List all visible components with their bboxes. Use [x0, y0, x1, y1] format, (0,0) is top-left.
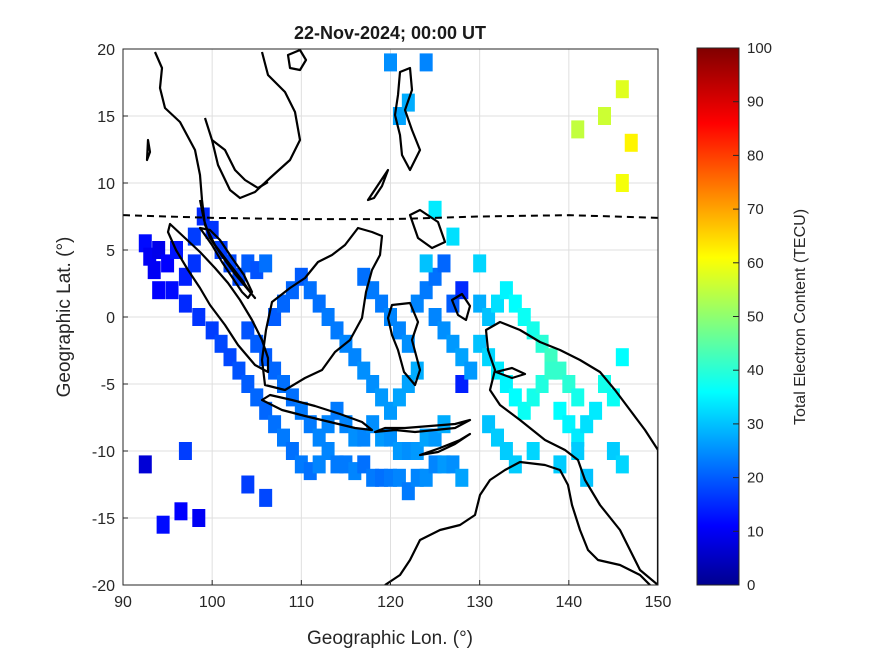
tec-cell: [138, 455, 152, 474]
tec-cell: [589, 401, 603, 420]
tec-cell: [571, 120, 585, 139]
tec-cell: [410, 361, 424, 380]
colorbar-ticks: 0 10 20 30 40 50 60 70 80 90 100: [733, 40, 772, 594]
tec-cell: [192, 509, 206, 527]
island-java: [260, 393, 374, 432]
y-tick-label: -15: [92, 511, 115, 528]
tec-cell: [455, 281, 469, 300]
y-tick-label: 15: [97, 109, 115, 126]
tec-cell: [615, 80, 629, 99]
y-axis-ticks: -20 -15 -10 -5 0 5 10 15 20: [92, 42, 128, 595]
tec-cell: [446, 227, 460, 246]
y-tick-label: 0: [106, 310, 115, 327]
y-tick-label: 5: [106, 243, 115, 260]
colorbar-tick-label: 20: [747, 470, 764, 487]
island-seram: [494, 366, 527, 380]
colorbar-tick-label: 0: [747, 577, 755, 594]
y-tick-label: 20: [97, 42, 115, 59]
coast-myanmar-thailand: [153, 51, 257, 300]
tec-cell: [615, 348, 629, 367]
tec-cell: [165, 281, 179, 300]
colorbar-tick-label: 60: [747, 255, 764, 272]
colorbar-tick-label: 100: [747, 40, 772, 57]
coast-cambodia: [211, 139, 269, 190]
tec-cell: [624, 133, 638, 152]
island-hainan: [286, 49, 308, 72]
x-axis-label: Geographic Lon. (°): [307, 628, 473, 649]
tec-cell: [259, 488, 273, 507]
tec-cell: [455, 468, 469, 487]
tec-cell: [241, 475, 255, 494]
island-andaman: [145, 138, 152, 162]
colorbar-tick-label: 90: [747, 94, 764, 111]
tec-cell: [384, 53, 397, 72]
island-malay: [198, 226, 254, 300]
y-tick-label: -20: [92, 578, 115, 595]
island-sulawesi: [386, 301, 422, 387]
y-tick-label: -5: [101, 377, 115, 394]
x-tick-label: 150: [645, 594, 672, 611]
tec-cell: [615, 455, 629, 474]
chart-title: 22-Nov-2024; 00:00 UT: [294, 23, 486, 43]
y-axis-label: Geographic Lat. (°): [54, 237, 75, 398]
x-tick-label: 90: [114, 594, 132, 611]
colorbar: [696, 47, 740, 586]
colorbar-tick-label: 30: [747, 416, 764, 433]
tec-cell: [464, 361, 478, 380]
tec-cell: [526, 442, 540, 460]
tec-cell: [178, 294, 192, 313]
tec-cell: [259, 254, 273, 273]
island-philippines: [393, 66, 422, 172]
colorbar-tick-label: 40: [747, 362, 764, 379]
tec-cell: [606, 388, 620, 407]
x-tick-label: 100: [199, 594, 226, 611]
x-tick-label: 120: [377, 594, 404, 611]
coast-indochina: [203, 51, 302, 200]
x-tick-label: 110: [289, 594, 315, 611]
island-palawan: [366, 168, 390, 202]
colorbar-tick-label: 50: [747, 309, 764, 326]
colorbar-label: Total Electron Content (TECU): [792, 209, 809, 425]
x-tick-label: 140: [555, 594, 582, 611]
tec-cell: [571, 442, 585, 460]
island-sumatra: [166, 222, 270, 374]
x-tick-label: 130: [466, 594, 493, 611]
tec-cell: [419, 254, 433, 273]
tec-cell: [544, 361, 558, 380]
coastlines: [145, 49, 658, 585]
island-timor: [418, 432, 472, 457]
tec-cell: [598, 107, 611, 125]
island-mindanao: [408, 208, 447, 250]
colorbar-tick-label: 80: [747, 147, 764, 164]
tec-cell: [428, 200, 442, 219]
tec-cell: [152, 281, 166, 300]
tec-cell: [187, 227, 201, 246]
island-nusa-tenggara: [373, 418, 472, 434]
y-tick-label: 10: [97, 176, 115, 193]
island-borneo: [260, 226, 384, 392]
tec-cell: [571, 388, 585, 407]
tec-cell: [615, 174, 629, 192]
y-tick-label: -10: [92, 444, 115, 461]
tec-cell: [473, 254, 487, 273]
tec-cell: [437, 254, 451, 273]
x-axis-ticks: 90 100 110 120 130 140 150: [114, 580, 671, 611]
colorbar-tick-label: 70: [747, 201, 764, 218]
tec-cell: [192, 308, 206, 326]
tec-cell: [419, 53, 433, 72]
coast-australia: [384, 460, 651, 585]
tec-cell: [156, 515, 170, 534]
tec-points: [138, 53, 638, 534]
tec-cell: [187, 254, 201, 273]
island-new-guinea: [484, 320, 658, 585]
magnetic-equator-path: [122, 214, 659, 221]
tec-cell: [174, 502, 188, 521]
colorbar-tick-label: 10: [747, 523, 764, 540]
tec-cell: [178, 442, 192, 460]
island-halmahera: [450, 292, 472, 322]
tec-cell: [147, 261, 161, 280]
